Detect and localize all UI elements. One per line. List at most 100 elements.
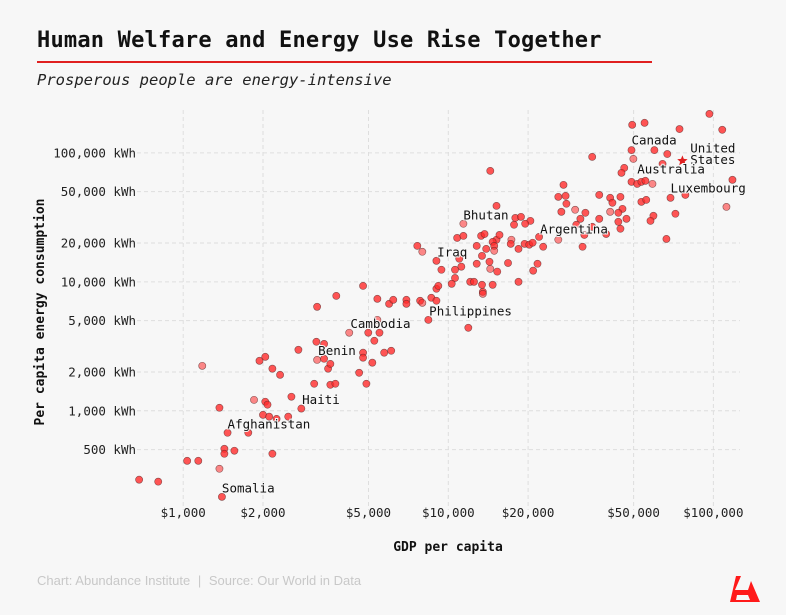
data-point bbox=[135, 475, 144, 484]
x-tick-label: $20,000 bbox=[502, 505, 555, 520]
data-point bbox=[608, 198, 617, 207]
data-points bbox=[135, 110, 737, 501]
data-point bbox=[495, 231, 504, 239]
data-point bbox=[472, 241, 481, 250]
footer-credits: Chart: Abundance Institute | Source: Our… bbox=[37, 573, 361, 588]
data-point bbox=[510, 220, 518, 229]
y-tick-label: 1,000 kWh bbox=[68, 403, 136, 418]
data-point bbox=[535, 233, 543, 241]
country-label: Haiti bbox=[302, 392, 340, 407]
data-point bbox=[326, 359, 335, 368]
y-tick-label: 100,000 kWh bbox=[53, 145, 136, 160]
data-point bbox=[387, 346, 396, 355]
data-point bbox=[272, 414, 281, 423]
data-point bbox=[506, 239, 515, 248]
data-point bbox=[154, 477, 163, 486]
title-underline bbox=[37, 61, 652, 63]
data-point bbox=[557, 207, 566, 216]
data-point bbox=[616, 224, 625, 233]
data-point bbox=[268, 364, 277, 373]
data-point bbox=[459, 219, 468, 228]
data-point bbox=[629, 154, 638, 163]
data-point bbox=[310, 379, 319, 388]
data-point bbox=[313, 302, 322, 311]
data-point bbox=[581, 208, 590, 217]
data-point bbox=[554, 192, 563, 201]
data-point bbox=[312, 337, 321, 346]
data-point bbox=[614, 217, 623, 226]
x-tick-label: $100,000 bbox=[683, 505, 743, 520]
x-tick-label: $5,000 bbox=[346, 505, 391, 520]
country-label: United bbox=[690, 141, 735, 156]
data-point bbox=[485, 257, 494, 266]
data-point bbox=[478, 289, 487, 298]
data-point bbox=[640, 118, 649, 127]
data-point bbox=[437, 265, 446, 274]
y-axis-label: Per capita energy consumption bbox=[33, 199, 48, 426]
data-point bbox=[331, 379, 340, 388]
data-point bbox=[675, 125, 684, 133]
data-point bbox=[215, 464, 224, 473]
data-point bbox=[648, 179, 657, 188]
data-point bbox=[571, 205, 580, 214]
data-point bbox=[320, 340, 328, 348]
x-axis-label: GDP per capita bbox=[393, 540, 503, 555]
data-point bbox=[364, 328, 373, 337]
data-point bbox=[276, 370, 284, 379]
data-point bbox=[662, 235, 671, 243]
data-point bbox=[617, 168, 626, 177]
data-point bbox=[628, 120, 637, 129]
x-tick-label: $10,000 bbox=[422, 505, 475, 520]
country-label: Cambodia bbox=[350, 316, 410, 331]
data-point bbox=[447, 279, 456, 288]
data-point bbox=[616, 192, 625, 201]
data-point bbox=[627, 146, 636, 155]
y-tick-label: 20,000 kWh bbox=[61, 235, 136, 250]
data-point bbox=[370, 336, 379, 345]
x-tick-label: $1,000 bbox=[161, 505, 206, 520]
data-point bbox=[588, 152, 597, 161]
data-point bbox=[359, 281, 367, 290]
data-point bbox=[478, 251, 486, 260]
data-point bbox=[194, 456, 203, 465]
data-point bbox=[359, 353, 367, 362]
data-point bbox=[263, 400, 272, 409]
data-point bbox=[320, 354, 328, 363]
data-point bbox=[464, 323, 473, 332]
data-point bbox=[451, 265, 459, 274]
data-point bbox=[297, 404, 306, 413]
data-point bbox=[658, 159, 667, 168]
data-point bbox=[244, 428, 253, 437]
data-point bbox=[504, 259, 512, 267]
country-label: Philippines bbox=[429, 303, 512, 318]
data-point bbox=[576, 214, 585, 223]
data-point bbox=[492, 201, 501, 210]
data-point bbox=[218, 492, 226, 501]
data-point bbox=[614, 208, 623, 217]
data-point bbox=[355, 368, 364, 377]
data-point bbox=[368, 358, 377, 367]
data-point bbox=[389, 295, 398, 304]
data-point bbox=[373, 315, 382, 324]
data-point bbox=[486, 166, 495, 175]
data-point bbox=[459, 232, 468, 240]
data-point bbox=[375, 328, 384, 337]
data-point bbox=[705, 110, 714, 118]
data-point bbox=[432, 256, 441, 265]
country-label: Benin bbox=[318, 343, 356, 358]
y-tick-label: 2,000 kWh bbox=[68, 364, 136, 379]
data-point bbox=[287, 392, 296, 401]
data-point bbox=[681, 191, 690, 199]
data-point bbox=[250, 395, 258, 404]
data-point bbox=[486, 264, 495, 273]
data-point bbox=[493, 267, 502, 276]
data-point bbox=[265, 412, 274, 421]
data-point bbox=[554, 235, 563, 244]
data-point bbox=[220, 449, 229, 458]
data-point bbox=[223, 428, 232, 437]
data-point bbox=[602, 230, 611, 238]
data-point bbox=[641, 176, 650, 185]
data-point bbox=[595, 191, 604, 199]
data-point bbox=[671, 209, 680, 218]
